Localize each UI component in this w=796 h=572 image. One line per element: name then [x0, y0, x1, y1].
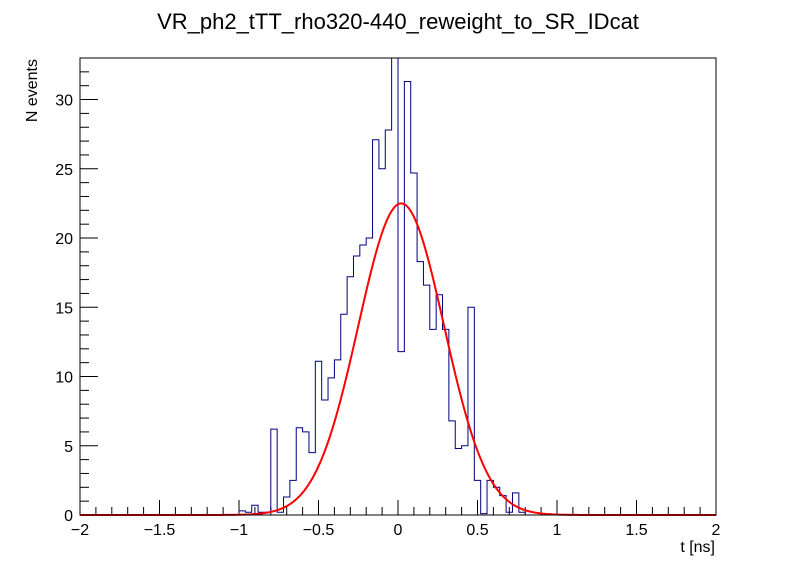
x-tick-label: 0.5	[466, 522, 488, 539]
y-axis-tick-labels: 0 5 10 15 20 25 30	[55, 93, 73, 525]
x-tick-label: −1	[230, 522, 248, 539]
x-axis-tick-labels: −2 −1.5 −1 −0.5 0 0.5 1 1.5 2	[71, 522, 721, 539]
x-tick-label: 0	[394, 522, 403, 539]
x-axis-label: t [ns]	[680, 539, 715, 556]
plot-frame	[79, 57, 717, 516]
x-tick-label: 1	[553, 522, 562, 539]
y-tick-label: 10	[55, 370, 73, 387]
y-axis-label: N events	[24, 59, 41, 122]
y-tick-label: 5	[64, 439, 73, 456]
y-tick-label: 30	[55, 93, 73, 110]
y-tick-label: 20	[55, 231, 73, 248]
y-tick-label: 0	[64, 508, 73, 525]
x-axis-ticks	[79, 500, 717, 515]
y-tick-label: 15	[55, 300, 73, 317]
x-tick-label: −0.5	[303, 522, 335, 539]
x-tick-label: −2	[71, 522, 89, 539]
y-tick-label: 25	[55, 162, 73, 179]
chart-title: VR_ph2_tTT_rho320-440_reweight_to_SR_IDc…	[157, 9, 639, 34]
x-tick-label: −1.5	[144, 522, 176, 539]
x-tick-label: 2	[712, 522, 721, 539]
x-tick-label: 1.5	[625, 522, 647, 539]
